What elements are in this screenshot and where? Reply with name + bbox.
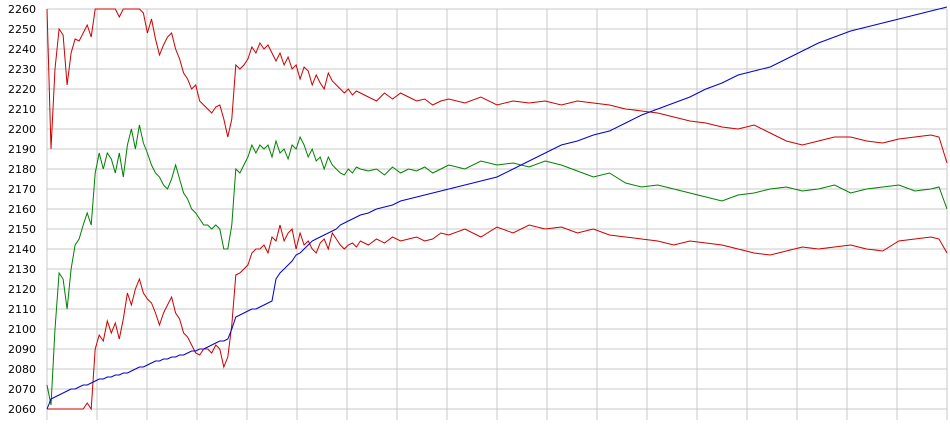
y-tick-label: 2140: [8, 243, 36, 256]
y-tick-label: 2090: [8, 343, 36, 356]
y-tick-label: 2260: [8, 3, 36, 16]
series-line-4: [46, 6, 948, 410]
series-lines: [46, 6, 948, 411]
series-line-1: [46, 8, 948, 164]
y-tick-label: 2060: [8, 403, 36, 416]
y-tick-label: 2220: [8, 83, 36, 96]
y-tick-label: 2240: [8, 43, 36, 56]
y-tick-label: 2080: [8, 363, 36, 376]
y-tick-label: 2170: [8, 183, 36, 196]
y-tick-label: 2130: [8, 263, 36, 276]
series-line-3: [47, 224, 948, 411]
y-tick-label: 2150: [8, 223, 36, 236]
y-tick-label: 2230: [8, 63, 36, 76]
y-tick-label: 2210: [8, 103, 36, 116]
y-tick-label: 2120: [8, 283, 36, 296]
y-tick-label: 2190: [8, 143, 36, 156]
series-line-2: [46, 124, 948, 406]
y-tick-label: 2250: [8, 23, 36, 36]
y-tick-label: 2070: [8, 383, 36, 396]
y-tick-label: 2200: [8, 123, 36, 136]
y-axis-tick-labels: 2060 2070 2080 2090 2100 2110 2120 2130 2140 2150…: [8, 3, 36, 416]
y-tick-label: 2100: [8, 323, 36, 336]
y-tick-label: 2180: [8, 163, 36, 176]
y-tick-label: 2160: [8, 203, 36, 216]
grid: [46, 8, 948, 420]
y-tick-label: 2110: [8, 303, 36, 316]
